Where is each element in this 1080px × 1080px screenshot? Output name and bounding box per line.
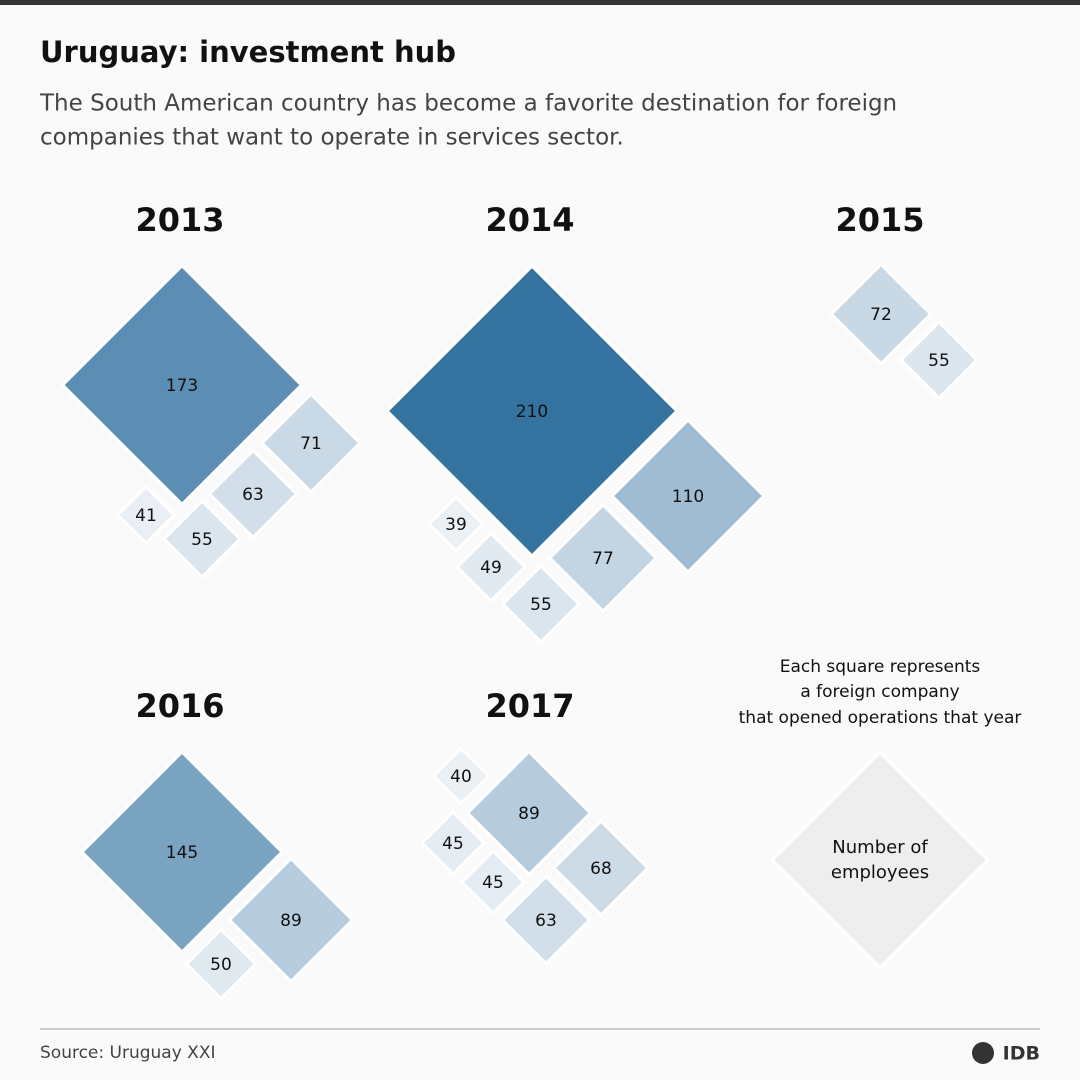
value-label: 89 [518,804,540,824]
diamond [500,874,592,966]
diamond [459,848,527,916]
year-title: 2013 [135,201,224,239]
year-title: 2014 [485,201,574,239]
year-title: 2016 [135,687,224,725]
diamond [455,531,527,603]
diamond [227,856,355,984]
value-label: 145 [166,843,198,863]
legend-diamond [769,749,991,971]
value-label: 71 [300,434,322,454]
diamond [184,927,258,1001]
diamond [207,448,299,540]
value-label: 210 [516,402,548,422]
subtitle: companies that want to operate in servic… [40,125,624,151]
legend-label: Number of [832,837,928,858]
diamond [79,749,285,955]
source: Source: Uruguay XXI [40,1043,215,1063]
title: Uruguay: investment hub [40,35,456,69]
diamond [551,818,651,918]
diamond [259,391,363,495]
diamond [426,494,486,554]
diamond [60,263,304,507]
legend-text: that opened operations that year [739,708,1022,728]
diamond [384,263,680,559]
diamond [161,498,243,580]
subtitle: The South American country has become a … [39,91,897,117]
value-label: 55 [530,595,552,615]
year-title: 2017 [485,687,574,725]
diamond [829,262,933,366]
diamond [419,809,487,877]
legend-label: employees [831,862,929,883]
value-label: 50 [210,955,232,975]
value-label: 55 [191,530,213,550]
value-label: 39 [445,515,467,535]
year-title: 2015 [835,201,924,239]
value-label: 77 [592,549,614,569]
value-label: 45 [442,834,464,854]
diamond [431,746,491,806]
value-label: 110 [672,487,704,507]
diamond [115,484,177,546]
value-label: 72 [870,305,892,325]
diamond [465,749,593,877]
legend-text: Each square represents [780,657,981,677]
value-label: 63 [535,911,557,931]
top-bar [0,0,1080,5]
diamond [609,417,767,575]
logo-icon [972,1042,994,1064]
value-label: 89 [280,911,302,931]
logo: IDB [1003,1043,1040,1065]
value-label: 55 [928,351,950,371]
diamond [500,563,582,645]
diamond [547,502,659,614]
value-label: 173 [166,376,198,396]
value-label: 40 [450,767,472,787]
value-label: 63 [242,485,264,505]
value-label: 49 [480,558,502,578]
legend-text: a foreign company [800,682,959,702]
value-label: 45 [482,873,504,893]
diamond [898,319,980,401]
value-label: 41 [135,506,157,526]
value-label: 68 [590,859,612,879]
